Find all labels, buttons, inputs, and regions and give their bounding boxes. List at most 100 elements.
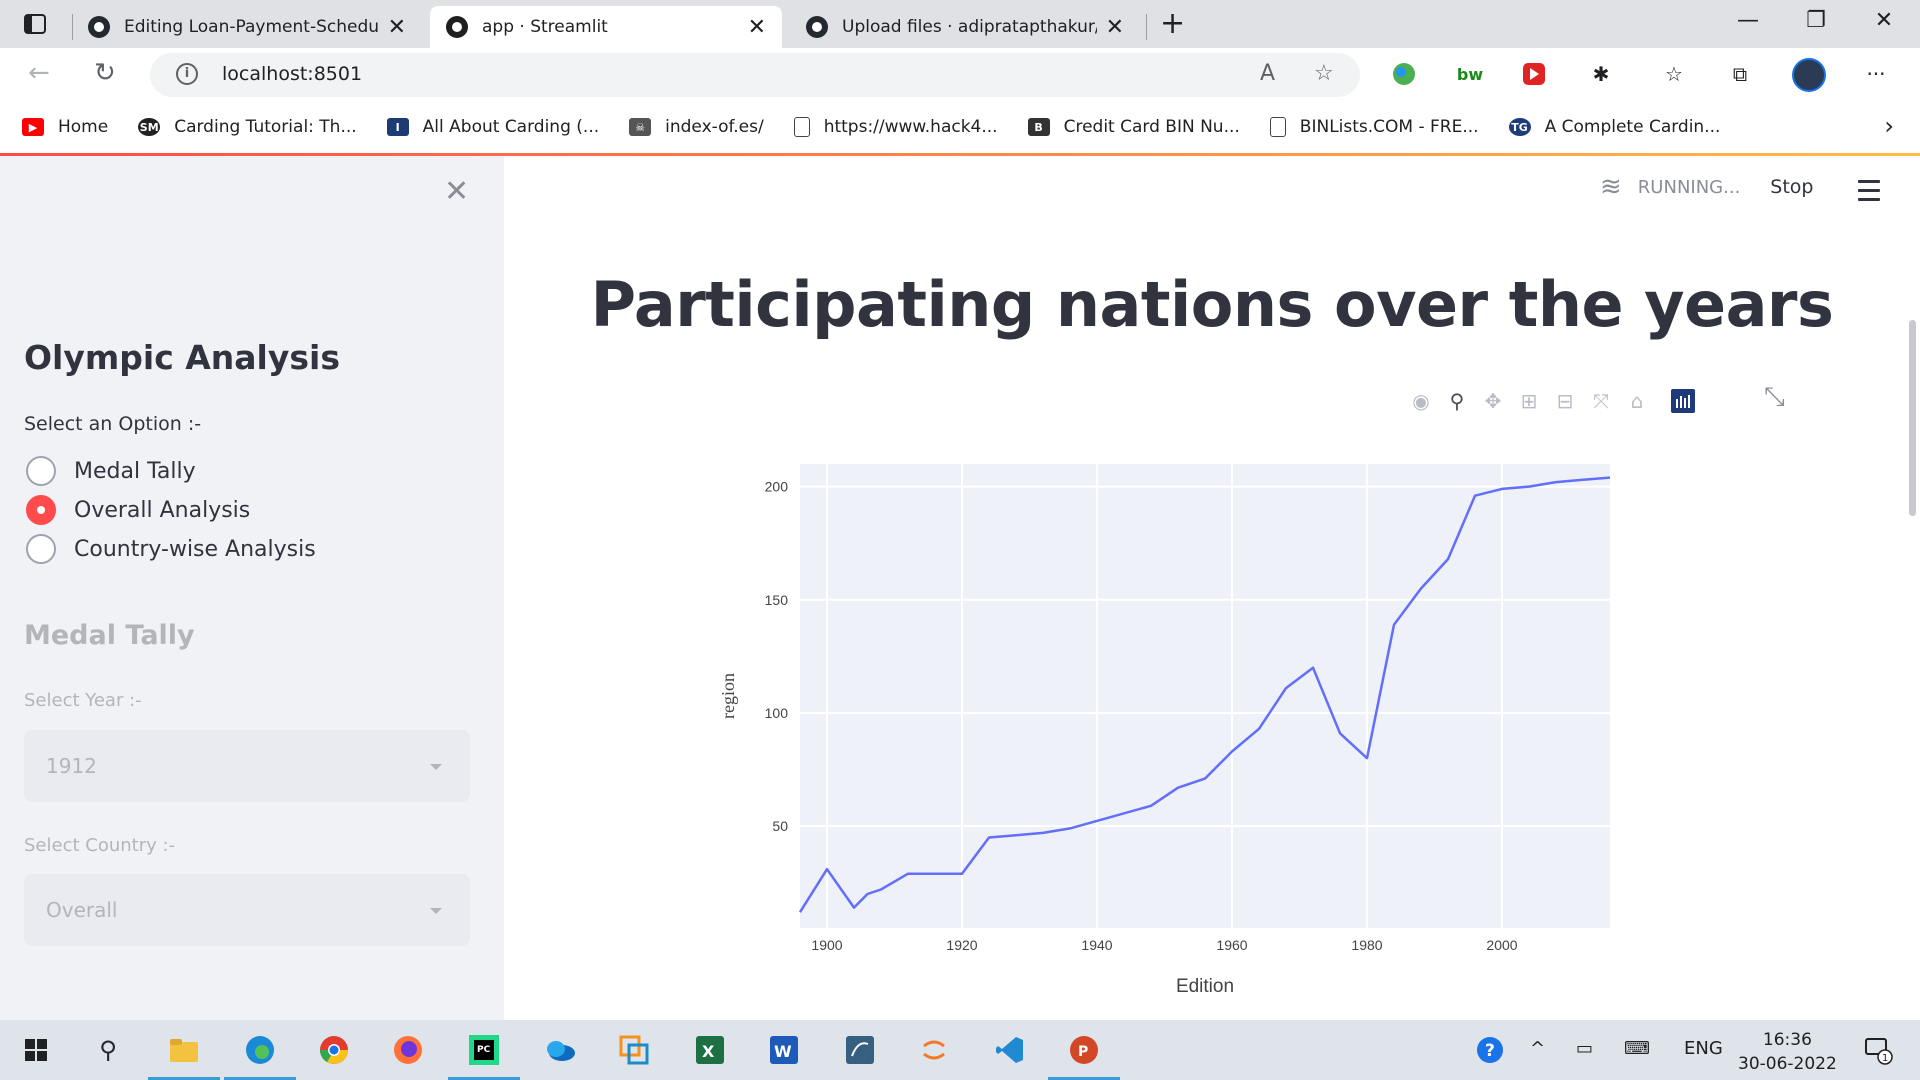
extension-bw-icon[interactable]: bw [1456, 64, 1484, 84]
year-select-value: 1912 [46, 754, 97, 778]
bookmark-hack4[interactable]: https://www.hack4... [793, 117, 998, 137]
close-sidebar-icon[interactable]: ✕ [444, 174, 470, 209]
vmware-icon[interactable] [614, 1030, 654, 1070]
radio-unselected-icon[interactable] [26, 534, 56, 564]
radio-selected-icon[interactable] [26, 495, 56, 525]
zoom-out-icon[interactable]: ⊟ [1556, 389, 1574, 413]
tab-title: app · Streamlit [482, 17, 608, 37]
edge-icon[interactable] [224, 1030, 296, 1080]
language-indicator[interactable]: ENG [1684, 1038, 1723, 1059]
pan-icon[interactable]: ✥ [1484, 389, 1502, 413]
svg-text:PC: PC [477, 1045, 491, 1055]
bookmark-all-about-carding[interactable]: I All About Carding (... [386, 117, 600, 137]
mysql-workbench-icon[interactable] [840, 1030, 880, 1070]
bookmark-label: All About Carding (... [422, 117, 600, 137]
clock[interactable]: 16:36 30-06-2022 [1738, 1028, 1837, 1076]
new-tab-icon[interactable]: + [1160, 6, 1186, 41]
autoscale-icon[interactable]: ⤧ [1593, 389, 1609, 413]
tab-streamlit-app[interactable]: app · Streamlit ✕ [430, 6, 782, 48]
radio-medal-tally[interactable]: Medal Tally [26, 456, 196, 486]
reset-axes-icon[interactable]: ⌂ [1630, 389, 1644, 413]
tab-title: Editing Loan-Payment-Scheduler [124, 17, 379, 37]
radio-unselected-icon[interactable] [26, 456, 56, 486]
bookmark-index-of[interactable]: ☠ index-of.es/ [629, 117, 764, 137]
search-icon[interactable]: ⚲ [99, 1036, 117, 1064]
battery-icon[interactable]: ▭ [1576, 1038, 1594, 1059]
more-menu-icon[interactable]: ··· [1866, 62, 1886, 86]
chevron-up-icon[interactable]: ^ [1530, 1038, 1546, 1059]
chrome-icon[interactable] [314, 1030, 354, 1070]
word-icon[interactable]: W [764, 1030, 804, 1070]
jupyter-icon[interactable] [914, 1030, 954, 1070]
country-select-value: Overall [46, 898, 118, 922]
collections-icon[interactable]: ⧉ [1732, 62, 1748, 86]
y-tick-label: 50 [772, 818, 788, 834]
svg-text:?: ? [1485, 1041, 1495, 1061]
country-select-label: Select Country :- [24, 835, 176, 856]
sidebar-title: Olympic Analysis [24, 338, 340, 377]
zoom-icon[interactable]: ⚲ [1449, 389, 1465, 413]
radio-label: Country-wise Analysis [74, 536, 316, 562]
chevron-right-icon[interactable]: › [1884, 112, 1894, 140]
firefox-icon[interactable] [388, 1030, 428, 1070]
profile-avatar[interactable] [1792, 58, 1826, 92]
main-menu-icon[interactable] [1858, 180, 1880, 207]
close-window-icon[interactable]: ✕ [1874, 8, 1894, 33]
keyboard-icon[interactable]: ⌨ [1624, 1038, 1650, 1059]
omnibox[interactable]: i localhost:8501 A ☆ [150, 53, 1360, 97]
zoom-in-icon[interactable]: ⊞ [1520, 389, 1538, 413]
bookmark-label: BINLists.COM - FRE... [1299, 117, 1479, 137]
excel-icon[interactable]: X [690, 1030, 730, 1070]
fullscreen-expand-icon[interactable]: ⤡ [1764, 382, 1785, 412]
camera-icon[interactable]: ◉ [1412, 389, 1430, 413]
site-info-icon[interactable]: i [176, 63, 198, 85]
radio-country-wise-analysis[interactable]: Country-wise Analysis [26, 534, 316, 564]
pycharm-icon[interactable]: PC [448, 1030, 520, 1080]
vscode-icon[interactable] [990, 1030, 1030, 1070]
bookmark-home[interactable]: ▶ Home [22, 117, 108, 137]
tab-actions-icon[interactable] [14, 10, 56, 38]
year-select[interactable]: 1912 [24, 730, 470, 802]
country-select[interactable]: Overall [24, 874, 470, 946]
i-icon: I [386, 118, 409, 136]
extension-red-icon[interactable] [1520, 60, 1548, 88]
windows-start-icon[interactable] [16, 1030, 56, 1070]
reload-icon[interactable]: ↻ [94, 58, 116, 88]
radio-label: Medal Tally [74, 458, 196, 484]
restore-icon[interactable]: ❐ [1806, 8, 1826, 33]
bookmark-complete-carding[interactable]: TG A Complete Cardin... [1508, 117, 1720, 137]
back-icon[interactable]: ← [28, 58, 50, 88]
plotly-logo-icon[interactable] [1668, 388, 1698, 414]
notifications-icon[interactable]: 1 [1858, 1030, 1898, 1070]
windows-taskbar: ⚲ PC X W P ? ^ ▭ ⌨ ENG 16:36 30-06-2022 … [0, 1020, 1920, 1080]
bookmark-carding-tutorial[interactable]: SM Carding Tutorial: Th... [138, 117, 357, 137]
radio-group-label: Select an Option :- [24, 413, 202, 435]
favorites-icon[interactable]: ☆ [1665, 62, 1683, 86]
streamlit-decoration-bar [0, 153, 1920, 156]
url-text[interactable]: localhost:8501 [222, 63, 363, 85]
tab-editing-loan[interactable]: Editing Loan-Payment-Scheduler ✕ [72, 6, 422, 48]
powerpoint-icon[interactable]: P [1048, 1030, 1120, 1080]
stop-button[interactable]: Stop [1770, 176, 1814, 198]
add-favorite-icon[interactable]: ☆ [1314, 61, 1334, 86]
swimmer-icon: ≋ [1600, 172, 1622, 202]
file-explorer-icon[interactable] [148, 1030, 220, 1080]
tab-upload-files[interactable]: Upload files · adipratapthakur/ol ✕ [790, 6, 1140, 48]
close-tab-icon[interactable]: ✕ [387, 14, 406, 40]
line-chart[interactable]: 1900 1920 1940 1960 1980 2000 50 100 150 200 Editi… [700, 440, 1660, 1010]
read-aloud-icon[interactable]: A [1260, 61, 1276, 86]
bookmark-credit-card-bin[interactable]: B Credit Card BIN Nu... [1027, 117, 1240, 137]
bookmark-binlists[interactable]: BINLists.COM - FRE... [1269, 117, 1479, 137]
tg-icon: TG [1508, 118, 1531, 136]
sidebar: ✕ Olympic Analysis Select an Option :- M… [0, 156, 504, 1020]
page-scrollbar[interactable] [1909, 320, 1916, 516]
minimize-icon[interactable]: — [1737, 8, 1759, 33]
close-tab-icon[interactable]: ✕ [1105, 14, 1124, 40]
extensions-icon[interactable]: ✱ [1592, 62, 1610, 86]
plotly-modebar: ◉ ⚲ ✥ ⊞ ⊟ ⤧ ⌂ [1406, 388, 1704, 414]
radio-overall-analysis[interactable]: Overall Analysis [26, 495, 250, 525]
extension-globe-icon[interactable] [1390, 60, 1418, 88]
onedrive-icon[interactable] [540, 1030, 580, 1070]
help-icon[interactable]: ? [1470, 1030, 1510, 1070]
close-tab-icon[interactable]: ✕ [747, 14, 766, 40]
